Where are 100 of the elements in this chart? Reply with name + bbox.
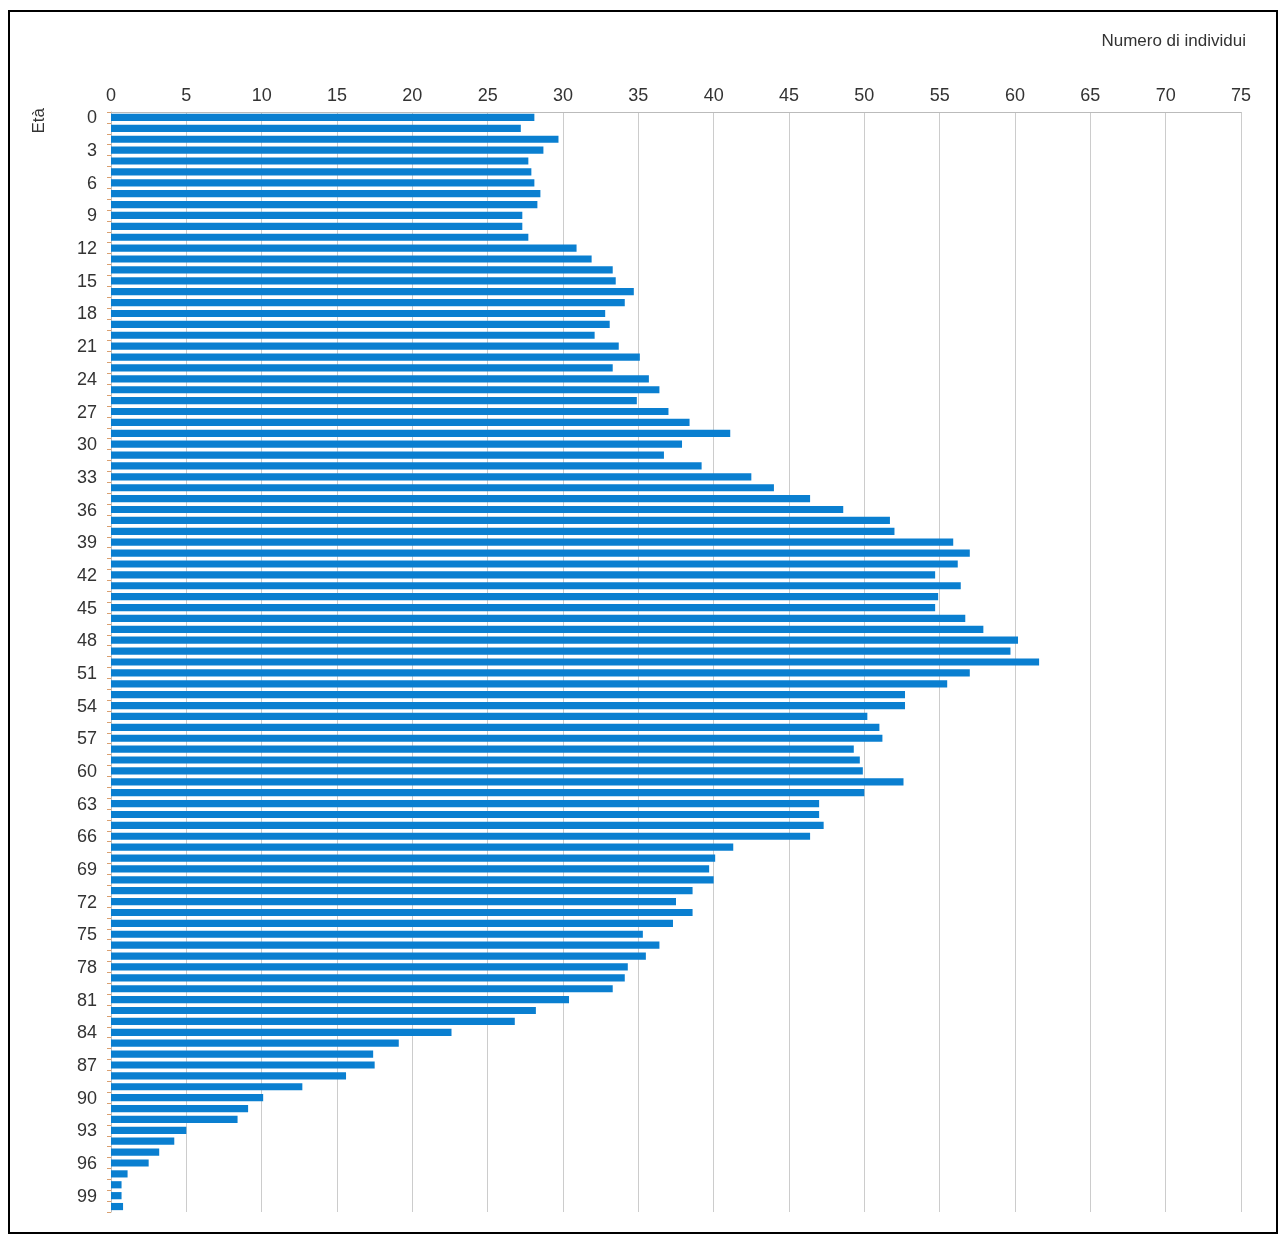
bar (111, 527, 895, 535)
x-tick-label: 20 (402, 85, 423, 105)
bar (111, 364, 613, 372)
bar (111, 919, 673, 927)
bar (111, 974, 625, 982)
bar (111, 407, 669, 416)
x-tick-label: 70 (1155, 85, 1176, 105)
bar (111, 418, 690, 426)
y-tick-label: 63 (76, 793, 97, 814)
bar (111, 843, 734, 851)
bar (111, 832, 811, 840)
bar (111, 505, 844, 514)
bar (111, 810, 820, 819)
y-tick-label: 30 (76, 434, 97, 455)
x-tick-label: 15 (326, 85, 348, 105)
y-tick-label: 42 (76, 564, 97, 585)
bar (111, 1006, 536, 1015)
bar (111, 516, 890, 525)
bar (111, 397, 637, 405)
bar (111, 1104, 249, 1113)
bar (111, 669, 970, 677)
y-tick-label: 96 (76, 1152, 97, 1173)
y-tick-label: 33 (76, 466, 97, 487)
bar (111, 821, 824, 829)
bar (111, 723, 880, 731)
bar (111, 625, 984, 633)
bar (111, 963, 628, 971)
bar (111, 244, 577, 252)
bar (111, 549, 970, 557)
bar (111, 985, 613, 993)
bar (111, 255, 592, 263)
x-tick-label: 45 (778, 85, 800, 105)
bar (111, 113, 535, 122)
bar (111, 789, 865, 797)
bar (111, 582, 961, 590)
bar (111, 876, 714, 884)
bar (111, 1028, 452, 1036)
x-tick-label: 35 (628, 85, 649, 105)
y-tick-label: 51 (76, 662, 97, 683)
bar (111, 908, 693, 917)
bar (111, 647, 1011, 655)
bar (111, 266, 613, 274)
y-tick-label: 12 (76, 238, 97, 259)
bar (111, 1126, 187, 1134)
bar (111, 734, 883, 742)
y-tick-label: 60 (76, 760, 97, 781)
y-tick-label: 36 (76, 499, 97, 520)
bar (111, 1137, 175, 1145)
bar (111, 331, 595, 339)
x-tick-label: 65 (1080, 85, 1101, 105)
bar (111, 887, 693, 895)
bar (111, 941, 660, 949)
bar (111, 799, 820, 808)
bar (111, 484, 774, 492)
y-tick-label: 45 (76, 597, 97, 618)
bar (111, 429, 731, 437)
bar (111, 495, 811, 503)
y-tick-label: 90 (76, 1087, 97, 1108)
bar (111, 451, 664, 459)
y-tick-label: 39 (76, 532, 97, 553)
y-tick-label: 0 (86, 107, 97, 128)
bar (111, 1061, 375, 1069)
bar (111, 691, 906, 699)
bar (111, 375, 649, 383)
x-tick-label: 30 (552, 85, 574, 105)
x-axis-title: Numero di individui (1101, 31, 1247, 50)
bar (111, 1159, 149, 1167)
bar (111, 854, 716, 862)
y-tick-label: 75 (76, 924, 97, 945)
bar (111, 179, 535, 187)
bar (111, 593, 939, 601)
x-tick-label: 0 (105, 85, 117, 105)
bar (111, 277, 616, 285)
bar (111, 756, 860, 764)
bar (111, 462, 702, 470)
y-tick-label: 87 (76, 1054, 97, 1075)
y-tick-label: 57 (76, 728, 97, 749)
bar (111, 1072, 347, 1080)
x-tick-label: 60 (1004, 85, 1026, 105)
y-tick-label: 15 (76, 270, 97, 291)
bar (111, 168, 532, 176)
bar (111, 603, 936, 612)
bar (111, 124, 521, 132)
bar (111, 1050, 374, 1058)
bar (111, 996, 570, 1004)
y-tick-label: 93 (76, 1120, 97, 1141)
y-tick-label: 3 (86, 140, 97, 161)
y-tick-label: 27 (76, 401, 97, 422)
y-tick-label: 99 (76, 1185, 97, 1206)
bar (111, 1202, 124, 1211)
y-tick-label: 18 (76, 303, 97, 324)
bar (111, 473, 752, 481)
x-tick-label: 75 (1230, 85, 1252, 105)
y-axis-title: Età (29, 107, 48, 134)
bar (111, 865, 710, 873)
bar (111, 636, 1019, 644)
bar (111, 571, 936, 579)
bar (111, 1094, 264, 1102)
bar (111, 560, 958, 568)
y-tick-label: 72 (76, 891, 97, 912)
